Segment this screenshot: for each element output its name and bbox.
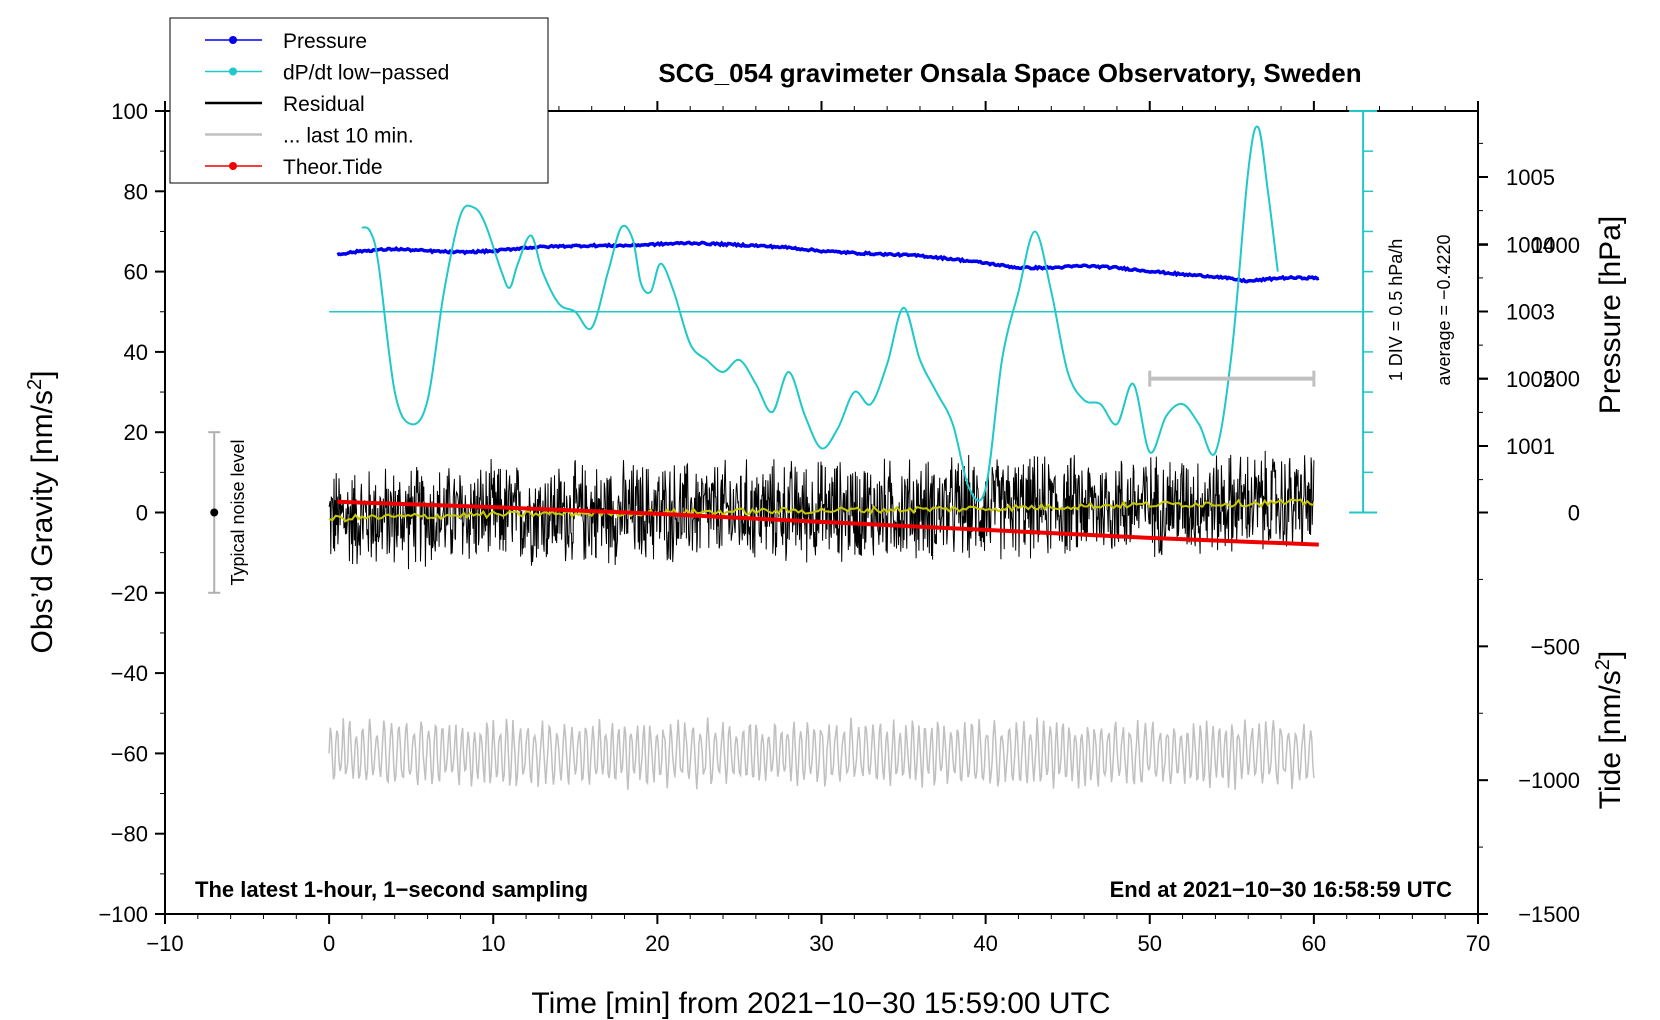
x-tick-label: −10	[146, 931, 183, 956]
tide-tick-label: 500	[1543, 367, 1580, 392]
y-tick-label: −20	[111, 581, 148, 606]
end-time-note: End at 2021−10−30 16:58:59 UTC	[1110, 877, 1453, 902]
y-tick-label: 100	[111, 99, 148, 124]
x-tick-label: 30	[809, 931, 833, 956]
dpdt-scale: 1 DIV = 0.5 hPa/h average = −0.4220	[329, 110, 1454, 514]
x-tick-label: 20	[645, 931, 669, 956]
y-tick-label: −60	[111, 741, 148, 766]
noise-label-group: Typical noise level	[228, 439, 248, 585]
legend-marker	[229, 36, 237, 44]
pressure-line	[336, 240, 1320, 284]
tide-tick-label: −1000	[1518, 768, 1580, 793]
y-tick-label: −40	[111, 661, 148, 686]
pressure-tick-label: 1002	[1506, 367, 1555, 392]
extras: Typical noise level	[208, 370, 1316, 594]
tide-axis-ticks: −1500 −1000 −500 0 500 1000	[1478, 233, 1580, 927]
last10-series	[328, 717, 1315, 790]
tide-tick-label: 0	[1568, 501, 1580, 526]
pressure-tick-label: 1004	[1506, 232, 1555, 257]
tide-tick-label: −500	[1530, 634, 1580, 659]
dpdt-avg-group: average = −0.4220	[1434, 234, 1454, 385]
dpdt-line	[361, 125, 1279, 502]
tide-line	[337, 499, 1319, 547]
y-tick-label: 40	[124, 340, 148, 365]
pressure-tick-label: 1003	[1506, 300, 1555, 325]
x-tick-label: 0	[323, 931, 335, 956]
x-tick-label: 10	[481, 931, 505, 956]
y-tick-label: 60	[124, 260, 148, 285]
y-tick-label: 80	[124, 179, 148, 204]
y-axis-ticks: −100 −80 −60 −40 −20 0 20 40 60 80 100	[98, 99, 165, 927]
dpdt-label-group: 1 DIV = 0.5 hPa/h	[1386, 239, 1406, 382]
legend-label: Pressure	[283, 30, 367, 53]
legend-label: ... last 10 min.	[283, 125, 414, 148]
x-axis-ticks: −10 0 10 20 30 40 50 60 70	[146, 101, 1490, 956]
x-tick-label: 60	[1302, 931, 1326, 956]
last10-line	[328, 717, 1315, 790]
x-tick-label: 70	[1466, 931, 1490, 956]
legend-marker	[229, 162, 237, 170]
legend-label: Theor.Tide	[283, 156, 383, 179]
residual-smoothed-series	[328, 498, 1315, 523]
y-axis-title: Obs’d Gravity [nm/s2]	[24, 371, 59, 654]
residual-smoothed-line	[328, 498, 1315, 523]
y-tick-label: −100	[98, 902, 148, 927]
x-tick-label: 40	[973, 931, 997, 956]
x-tick-label: 50	[1138, 931, 1162, 956]
pressure-axis-title: Pressure [hPa]	[1594, 216, 1627, 414]
tide-axis-title: Tide [nm/s2]	[1592, 651, 1627, 809]
legend-label: dP/dt low−passed	[283, 62, 449, 85]
chart-title: SCG_054 gravimeter Onsala Space Observat…	[658, 58, 1361, 88]
pressure-tick-label: 1001	[1506, 434, 1555, 459]
dpdt-div-label: 1 DIV = 0.5 hPa/h	[1386, 239, 1406, 382]
pressure-tick-label: 1005	[1506, 165, 1555, 190]
dpdt-average-label: average = −0.4220	[1434, 234, 1454, 385]
pressure-series	[336, 240, 1320, 284]
sampling-note: The latest 1-hour, 1−second sampling	[195, 877, 588, 902]
y-tick-label: 0	[136, 501, 148, 526]
noise-bar-label: Typical noise level	[228, 439, 248, 585]
dpdt-series	[361, 125, 1279, 502]
tide-tick-label: 1000	[1531, 233, 1580, 258]
y-tick-label: −80	[111, 822, 148, 847]
tide-series	[337, 499, 1319, 547]
noise-bar-dot	[210, 508, 219, 517]
legend-label: Residual	[283, 93, 365, 116]
pressure-axis-ticks: 1001 1002 1003 1004 1005	[1478, 142, 1555, 481]
legend: Pressure dP/dt low−passed Residual ... last…	[169, 17, 549, 184]
tide-tick-label: −1500	[1518, 902, 1580, 927]
legend-marker	[229, 67, 237, 76]
y-tick-label: 20	[124, 420, 148, 445]
x-axis-title: Time [min] from 2021−10−30 15:59:00 UTC	[531, 987, 1110, 1020]
legend-box	[169, 17, 549, 184]
